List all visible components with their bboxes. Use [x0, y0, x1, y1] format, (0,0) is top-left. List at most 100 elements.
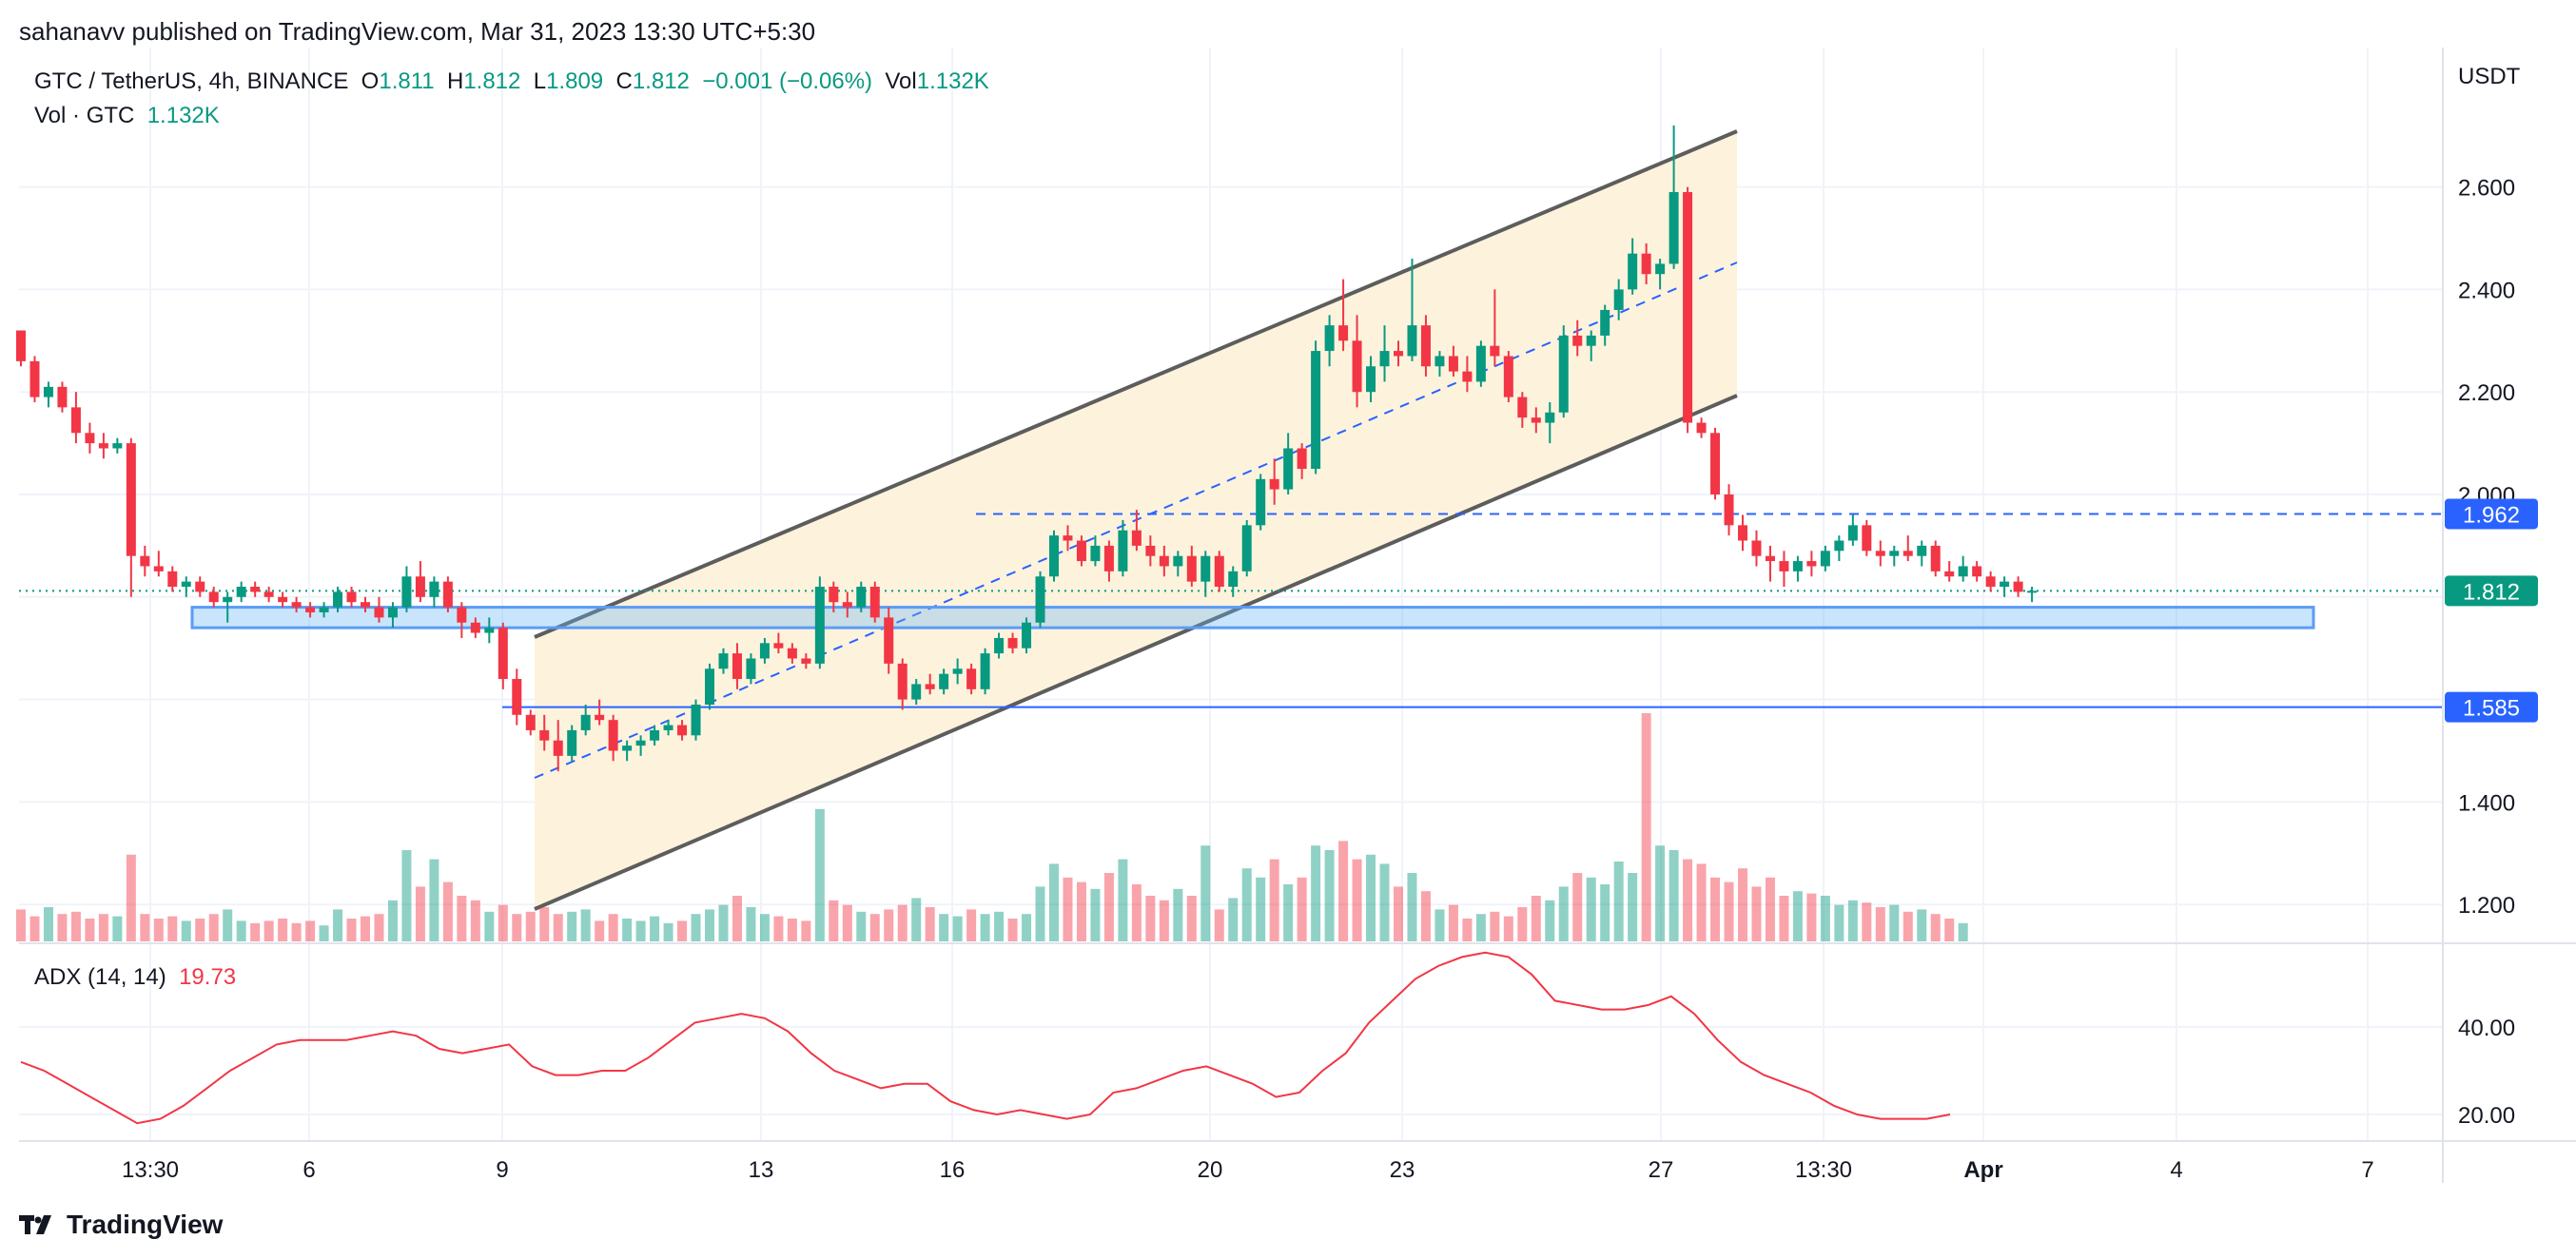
candle-body — [2013, 581, 2023, 592]
x-tick-label: Apr — [1963, 1157, 2002, 1183]
high-label: H — [446, 68, 464, 94]
symbol-name[interactable]: GTC / TetherUS, 4h, BINANCE — [34, 68, 349, 94]
adx-label[interactable]: ADX (14, 14) — [34, 964, 166, 990]
volume-bar — [498, 904, 508, 941]
change-value: −0.001 (−0.06%) — [702, 68, 873, 94]
candle-body — [608, 720, 618, 751]
price-levels[interactable] — [19, 513, 2443, 708]
volume-bar — [1173, 888, 1183, 941]
volume-bar — [897, 904, 907, 941]
volume-label: Vol — [885, 68, 917, 94]
candle-body — [333, 591, 343, 608]
x-tick-label: 4 — [2170, 1157, 2182, 1183]
candle-body — [1462, 371, 1473, 382]
volume-bar — [1186, 896, 1197, 941]
candle-body — [1751, 540, 1762, 556]
volume-bar — [1503, 916, 1513, 941]
candle-body — [1145, 545, 1156, 556]
close-value: 1.812 — [632, 68, 690, 94]
volume-bar — [1628, 873, 1638, 941]
volume-bar — [1903, 911, 1913, 941]
adx-value: 19.73 — [179, 964, 237, 990]
volume-series-value: 1.132K — [146, 103, 220, 128]
candle-body — [1311, 351, 1321, 470]
candle-body — [1806, 561, 1817, 567]
volume-bar — [305, 920, 316, 941]
candle-body — [1958, 566, 1968, 577]
candle-body — [1283, 448, 1294, 490]
volume-bar — [1696, 863, 1707, 941]
volume-bar — [650, 916, 660, 941]
candle-body — [1241, 525, 1252, 571]
channel-lower-line — [534, 394, 1738, 911]
price-badge — [2445, 691, 2538, 723]
candle-body — [1930, 545, 1941, 571]
volume-bar — [718, 904, 729, 941]
volume-bar — [1159, 900, 1169, 941]
volume-bar — [801, 920, 811, 941]
candle-body — [869, 587, 880, 618]
candle-body — [718, 653, 729, 669]
volume-bar — [1022, 914, 1032, 941]
volume-bar — [1958, 922, 1968, 941]
volume-bar — [773, 916, 784, 941]
candle-body — [167, 571, 178, 588]
candle-body — [1379, 351, 1390, 367]
candle-body — [801, 658, 811, 664]
volume-bar — [1076, 881, 1086, 941]
candle-body — [1779, 561, 1789, 571]
candle-body — [442, 581, 453, 608]
time-axis-labels[interactable]: 13:30 6 9 13 16 20 23 27 13:30 Apr 4 7 — [122, 1157, 2374, 1183]
candle-body — [1407, 325, 1417, 357]
candlesticks[interactable] — [16, 125, 2038, 772]
support-zone — [190, 606, 2315, 630]
candle-body — [1394, 351, 1403, 357]
candle-body — [1792, 561, 1803, 571]
candle-body — [387, 607, 398, 618]
candle-body — [1475, 345, 1486, 382]
volume-bar — [195, 919, 205, 941]
candle-body — [925, 684, 935, 689]
volume-legend: Vol · GTC 1.132K — [34, 103, 220, 129]
volume-bar — [1090, 888, 1101, 941]
volume-bar — [1475, 914, 1486, 941]
volume-bar — [595, 920, 605, 941]
x-tick-label: 6 — [302, 1157, 315, 1183]
candle-body — [236, 587, 246, 597]
candle-body — [291, 602, 302, 608]
volume-bar — [112, 916, 123, 941]
volume-series-label[interactable]: Vol · GTC — [34, 103, 135, 128]
candle-body — [1765, 555, 1775, 562]
volume-bar — [1545, 900, 1555, 941]
volume-bar — [1241, 868, 1252, 941]
volume-bar — [415, 886, 425, 941]
channel-upper-line — [534, 129, 1738, 639]
price-badge-label: 1.962 — [2463, 502, 2520, 528]
volume-bar — [1683, 859, 1693, 941]
candle-body — [1503, 356, 1513, 397]
candle-body — [208, 591, 219, 603]
candle-body — [1214, 555, 1224, 588]
candle-body — [1131, 530, 1142, 546]
adx-pane[interactable] — [20, 951, 1951, 1125]
candle-body — [1173, 555, 1183, 567]
volume-bars — [16, 713, 1968, 941]
candle-body — [16, 330, 26, 361]
volume-bar — [525, 911, 536, 941]
volume-bar — [1930, 914, 1941, 941]
candle-body — [732, 653, 742, 680]
footer-brand[interactable]: TradingView — [19, 1210, 223, 1240]
volume-bar — [223, 909, 233, 941]
x-tick-label: 20 — [1198, 1157, 1223, 1183]
candle-body — [2000, 581, 2010, 588]
volume-bar — [952, 916, 963, 941]
axes: USDT 2.6002.4002.2002.0001.4001.20040.00… — [19, 48, 2576, 1183]
price-badge-label: 1.585 — [2463, 696, 2520, 722]
y-tick-label: 1.400 — [2458, 790, 2515, 816]
candle-body — [250, 587, 261, 592]
candle-body — [1159, 555, 1169, 567]
candle-body — [1628, 253, 1638, 290]
volume-bar — [470, 900, 480, 941]
